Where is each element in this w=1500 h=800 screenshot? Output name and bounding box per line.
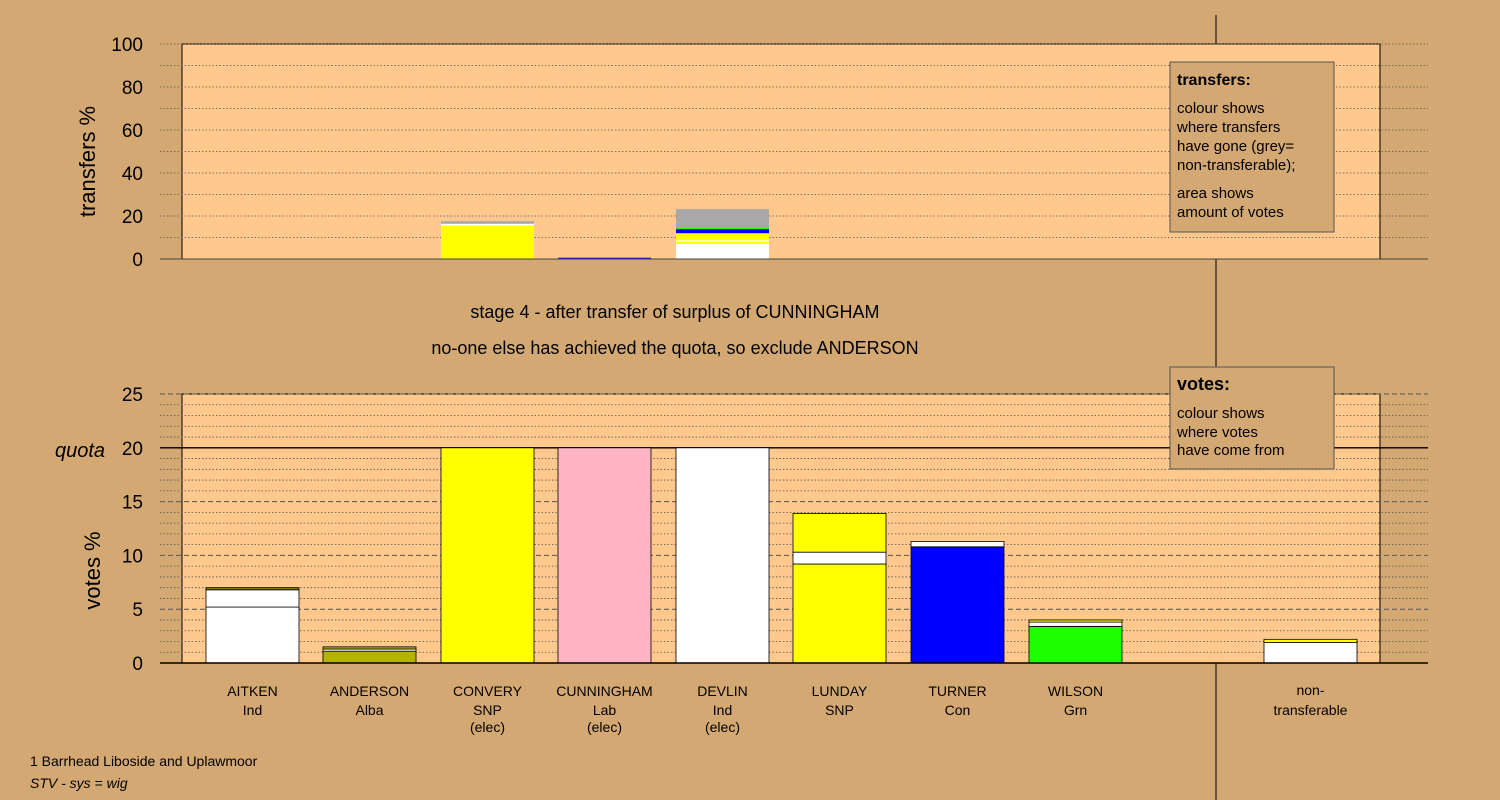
transfer-bar-segment <box>441 223 534 226</box>
candidate-bar <box>440 447 535 664</box>
vote-bar-segment <box>440 447 535 664</box>
vote-bar-segment <box>1263 642 1358 664</box>
nontransferable-label: transferable <box>1274 702 1348 718</box>
votes-legend: votes: colour shows where votes have com… <box>1169 366 1335 470</box>
candidate-name: CONVERY <box>453 683 523 699</box>
vote-bar-segment <box>557 447 652 664</box>
ward-name: 1 Barrhead Liboside and Uplawmoor <box>30 753 258 769</box>
candidate-bar <box>1028 619 1123 664</box>
candidate-name: ANDERSON <box>330 683 409 699</box>
vote-bar-segment <box>910 541 1005 548</box>
votes-ylabel: votes % <box>80 531 105 609</box>
candidate-party: Alba <box>355 702 383 718</box>
transfers-legend-title: transfers: <box>1177 72 1251 89</box>
stage-decision: no-one else has achieved the quota, so e… <box>431 338 918 358</box>
transfer-bar-segment <box>676 227 769 230</box>
transfers-ytick-label: 20 <box>122 207 143 228</box>
transfers-legend-line: colour shows <box>1177 100 1265 117</box>
candidate-party: Ind <box>243 702 262 718</box>
nontransferable-label: non- <box>1296 682 1324 698</box>
transfers-legend-box <box>1169 61 1335 233</box>
candidate-name: CUNNINGHAM <box>556 683 652 699</box>
votes-ytick-label: 15 <box>122 493 143 514</box>
candidate-bar <box>910 541 1005 664</box>
transfers-legend-line: non-transferable); <box>1177 157 1295 174</box>
transfers-ytick-label: 100 <box>111 35 143 56</box>
vote-bar-segment <box>322 650 417 664</box>
stage-title: stage 4 - after transfer of surplus of C… <box>470 302 879 322</box>
transfers-ytick-label: 60 <box>122 121 143 142</box>
vote-bar-segment <box>910 546 1005 664</box>
transfers-ytick-label: 0 <box>132 250 143 271</box>
vote-bar-segment <box>792 551 887 565</box>
candidate-name: AITKEN <box>227 683 278 699</box>
vote-bar-segment <box>1028 626 1123 664</box>
vote-bar-segment <box>205 606 300 664</box>
candidate-party: Con <box>945 702 971 718</box>
vote-bar-segment <box>792 563 887 664</box>
system-label: STV - sys = wig <box>30 775 128 791</box>
transfers-ytick-label: 80 <box>122 78 143 99</box>
candidate-name: TURNER <box>928 683 986 699</box>
votes-legend-box <box>1169 366 1335 470</box>
transfers-legend-line: amount of votes <box>1177 204 1284 221</box>
transfers-ylabel: transfers % <box>75 106 100 217</box>
transfer-bar-segment <box>676 229 769 234</box>
nontransferable-bar <box>1263 638 1358 664</box>
votes-ytick-label: 25 <box>122 385 143 406</box>
votes-ytick-label: 5 <box>132 600 143 621</box>
votes-legend-line: where votes <box>1176 424 1258 441</box>
candidate-status: (elec) <box>470 719 505 735</box>
transfers-legend: transfers: colour shows where transfers … <box>1169 61 1335 233</box>
vote-bar-segment <box>1263 638 1358 643</box>
transfers-legend-line: have gone (grey= <box>1177 138 1294 155</box>
candidate-name: DEVLIN <box>697 683 748 699</box>
votes-legend-line: have come from <box>1177 442 1285 459</box>
candidate-bar <box>675 447 770 664</box>
vote-bar-segment <box>205 587 300 591</box>
transfers-legend-line: area shows <box>1177 185 1254 202</box>
votes-legend-line: colour shows <box>1177 405 1265 422</box>
transfer-bar-segment <box>441 225 534 259</box>
candidate-name: WILSON <box>1048 683 1103 699</box>
candidate-party: SNP <box>473 702 502 718</box>
votes-ytick-label: 0 <box>132 654 143 675</box>
candidate-party: Grn <box>1064 702 1087 718</box>
transfer-bar-segment <box>558 257 651 259</box>
transfers-ytick-label: 40 <box>122 164 143 185</box>
votes-ytick-label: 10 <box>122 546 143 567</box>
transfer-bar-segment <box>676 240 769 242</box>
vote-bar-segment <box>1028 619 1123 623</box>
candidate-party: Lab <box>593 702 617 718</box>
candidate-bar <box>792 513 887 664</box>
quota-label: quota <box>55 440 105 462</box>
candidate-status: (elec) <box>587 719 622 735</box>
transfers-legend-line: where transfers <box>1176 119 1280 136</box>
candidate-name: LUNDAY <box>812 683 868 699</box>
votes-ytick-label: 20 <box>122 439 143 460</box>
candidate-bar <box>322 646 417 664</box>
vote-bar-segment <box>322 646 417 650</box>
vote-bar-segment <box>675 447 770 664</box>
vote-bar-segment <box>1028 621 1123 627</box>
transfer-bar-segment <box>676 233 769 241</box>
candidate-status: (elec) <box>705 719 740 735</box>
transfer-bar-segment <box>676 241 769 244</box>
transfer-bar-segment <box>441 221 534 224</box>
candidate-bar <box>205 587 300 664</box>
vote-bar-segment <box>205 589 300 608</box>
transfer-bar-segment <box>676 243 769 259</box>
candidate-bar <box>557 447 652 664</box>
candidate-party: Ind <box>713 702 732 718</box>
candidate-party: SNP <box>825 702 854 718</box>
transfer-bar-segment <box>676 209 769 228</box>
vote-bar-segment <box>792 513 887 553</box>
votes-legend-title: votes: <box>1177 374 1230 394</box>
